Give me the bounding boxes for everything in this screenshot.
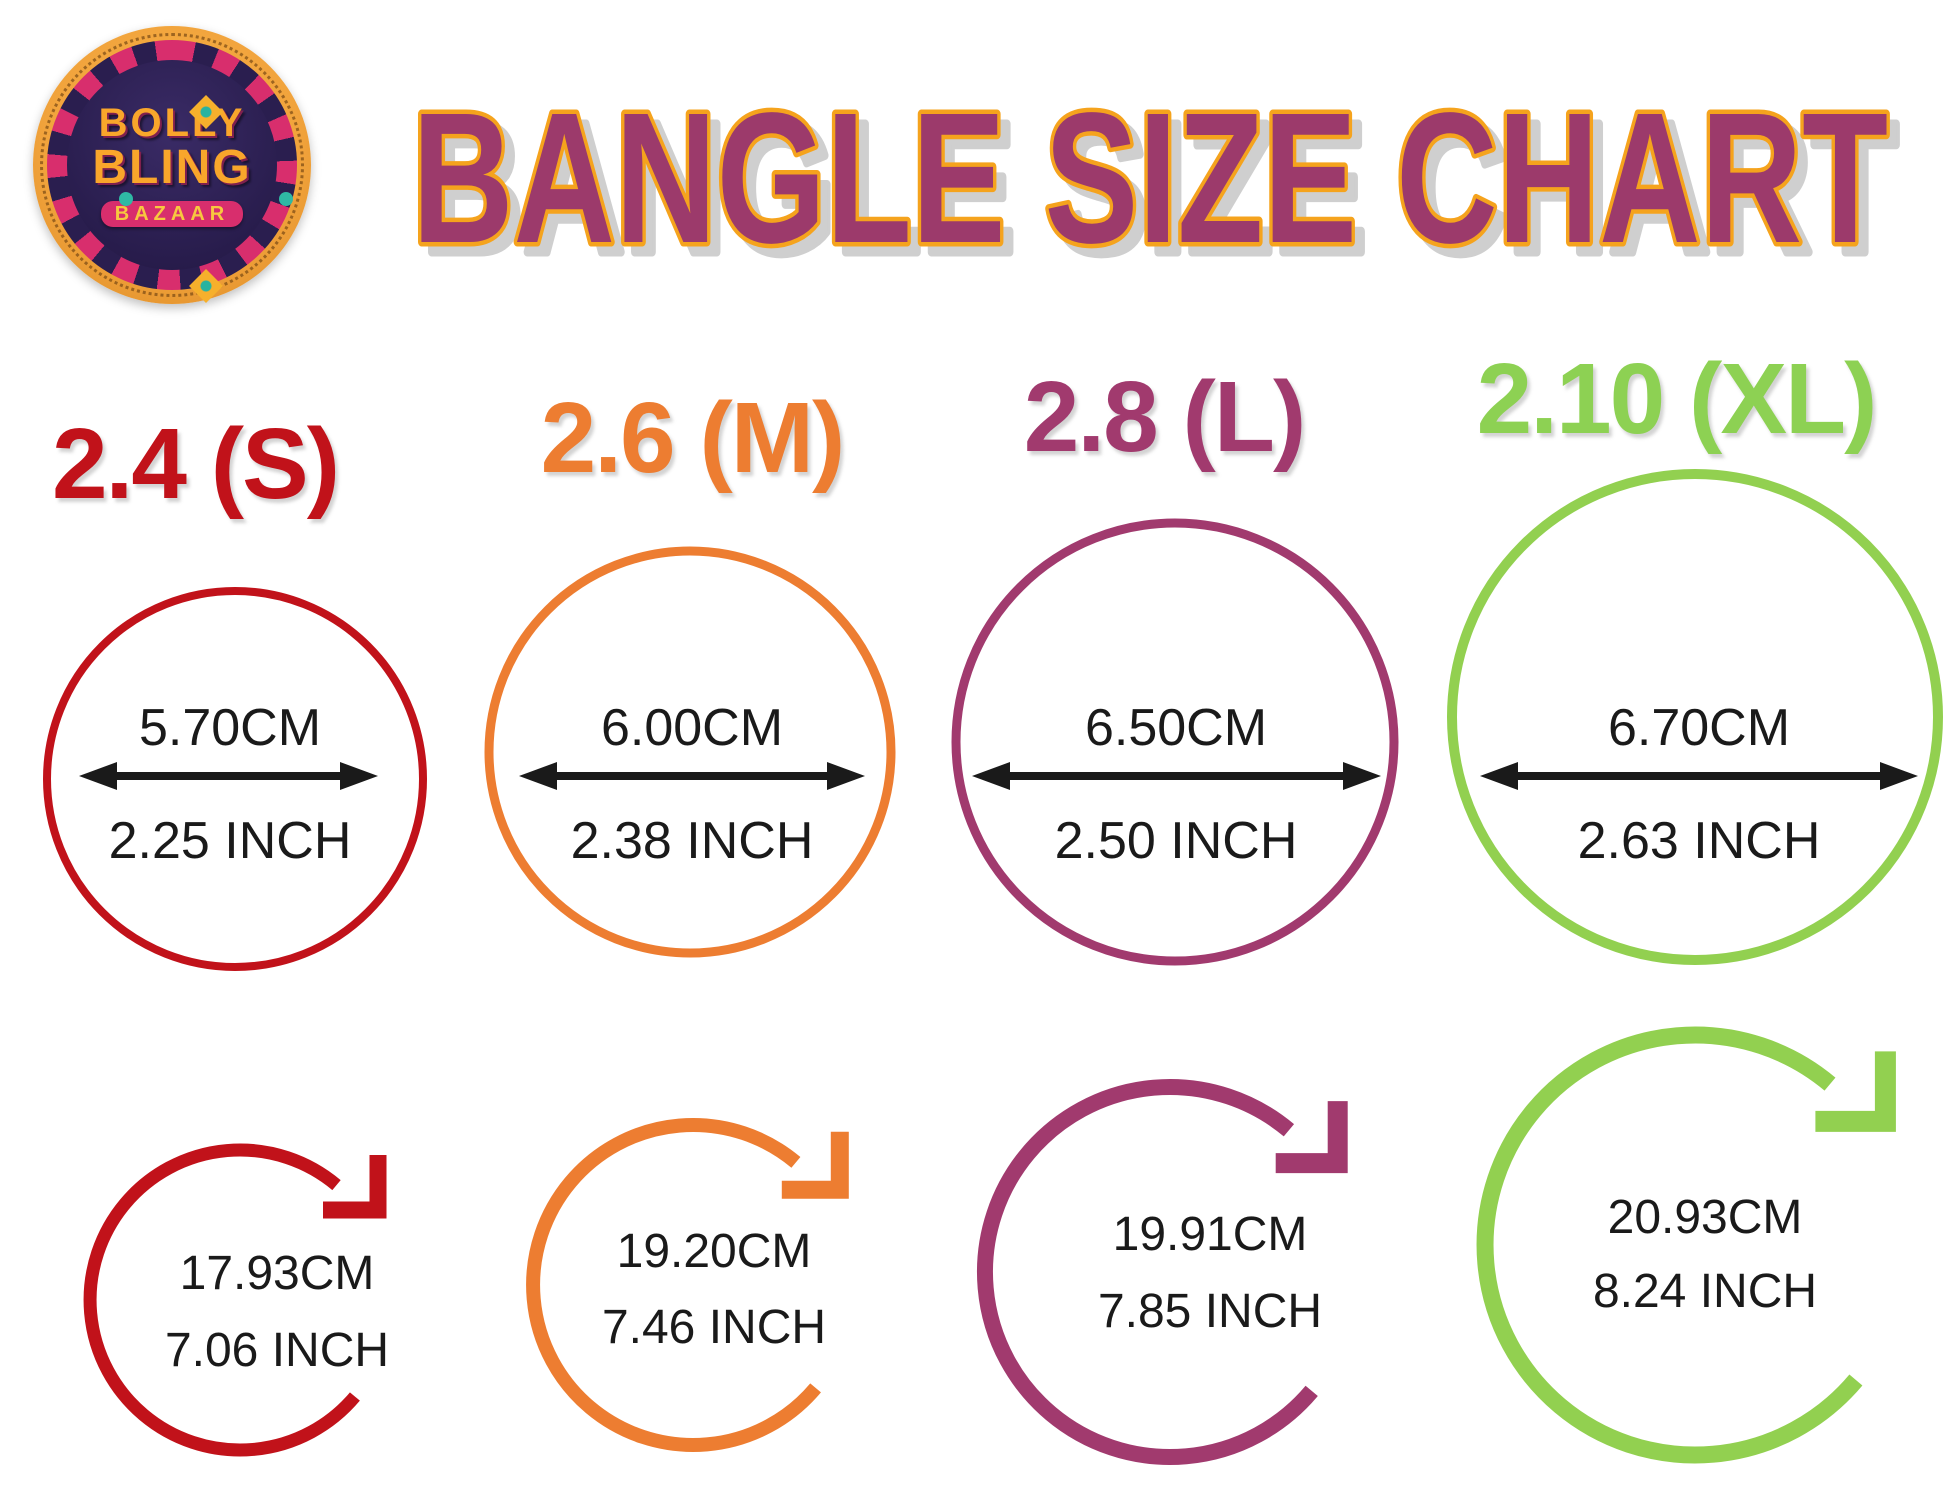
diameter-arrow-xl bbox=[1480, 762, 1918, 790]
bangle-circle-outline-xl bbox=[1447, 469, 1943, 965]
circular-arrow-head-icon bbox=[1275, 1101, 1348, 1174]
circumference-inch-label-l: 7.85 INCH bbox=[1097, 1285, 1323, 1338]
circular-arrow-head-icon bbox=[323, 1155, 387, 1219]
diameter-cm-label-xl: 6.70CM bbox=[1607, 699, 1791, 757]
circumference-cm-label-xl: 20.93CM bbox=[1607, 1191, 1803, 1244]
arrow-head-left-icon bbox=[519, 762, 557, 790]
arrow-head-right-icon bbox=[1880, 762, 1918, 790]
bangle-circle-m bbox=[484, 546, 896, 958]
diameter-inch-label-m: 2.38 INCH bbox=[570, 812, 814, 870]
circumference-cm-label-l: 19.91CM bbox=[1112, 1208, 1308, 1261]
diameter-inch-label-s: 2.25 INCH bbox=[108, 812, 352, 870]
diameter-arrow-m bbox=[519, 762, 865, 790]
circular-arrow-arc bbox=[526, 1118, 821, 1452]
circumference-cm-label-m: 19.20CM bbox=[616, 1225, 812, 1278]
diameter-cm-label-m: 6.00CM bbox=[600, 699, 784, 757]
diameter-inch-label-l: 2.50 INCH bbox=[1054, 812, 1298, 870]
diameter-cm-label-s: 5.70CM bbox=[138, 699, 322, 757]
size-header-s: 2.4 (S) bbox=[51, 408, 340, 520]
bangle-circle-xl bbox=[1447, 469, 1943, 965]
arrow-head-right-icon bbox=[340, 762, 378, 790]
arrow-head-left-icon bbox=[972, 762, 1010, 790]
logo-dotted-ring bbox=[40, 33, 304, 297]
page-title-text: BANGLE SIZE CHART bbox=[412, 76, 1888, 282]
logo-word-bolly: BOLLY bbox=[98, 100, 246, 145]
brand-logo: BOLLY BLING BAZAAR bbox=[33, 26, 311, 304]
circular-arrow-arc bbox=[976, 1079, 1318, 1465]
arrow-head-right-icon bbox=[1343, 762, 1381, 790]
diameter-arrow-s bbox=[79, 762, 378, 790]
circular-arrow-head-icon bbox=[1815, 1051, 1896, 1132]
size-header-l: 2.8 (L) bbox=[1023, 361, 1306, 473]
circumference-arrow-s bbox=[83, 1143, 387, 1457]
logo-word-bling: BLING bbox=[92, 140, 252, 194]
bangle-circle-l bbox=[951, 518, 1399, 966]
circumference-inch-label-s: 7.06 INCH bbox=[164, 1324, 390, 1377]
arrow-head-left-icon bbox=[1480, 762, 1518, 790]
diameter-cm-label-l: 6.50CM bbox=[1084, 699, 1268, 757]
arrow-head-left-icon bbox=[79, 762, 117, 790]
diameter-arrow-l bbox=[972, 762, 1381, 790]
page-title-shadow: BANGLE SIZE CHART bbox=[422, 85, 1898, 292]
bangle-circle-outline-l bbox=[951, 518, 1399, 966]
size-header-m: 2.6 (M) bbox=[540, 382, 846, 494]
diameter-inch-label-xl: 2.63 INCH bbox=[1577, 812, 1821, 870]
logo-inner-medallion: BOLLY BLING BAZAAR bbox=[67, 60, 293, 303]
bangle-circle-s bbox=[43, 587, 427, 971]
arrow-head-right-icon bbox=[827, 762, 865, 790]
circular-arrow-arc bbox=[83, 1143, 360, 1457]
circumference-cm-label-s: 17.93CM bbox=[179, 1247, 375, 1300]
logo-dot-icon bbox=[279, 192, 293, 206]
size-header-xl: 2.10 (XL) bbox=[1476, 343, 1878, 455]
circumference-arrow-l bbox=[976, 1079, 1348, 1465]
circumference-arrow-xl bbox=[1476, 1026, 1896, 1464]
logo-dot-icon bbox=[119, 192, 133, 206]
bangle-circle-outline-m bbox=[484, 546, 896, 958]
circumference-inch-label-xl: 8.24 INCH bbox=[1592, 1265, 1818, 1318]
bangle-circle-outline-s bbox=[43, 587, 427, 971]
circular-arrow-arc bbox=[1476, 1026, 1863, 1464]
circumference-arrow-m bbox=[526, 1118, 849, 1452]
page-title: BANGLE SIZE CHART BANGLE SIZE CHART bbox=[408, 76, 1903, 297]
circumference-inch-label-m: 7.46 INCH bbox=[601, 1301, 827, 1354]
circular-arrow-head-icon bbox=[781, 1131, 849, 1199]
